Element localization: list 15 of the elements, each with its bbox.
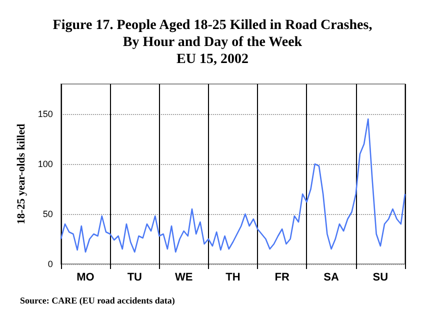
chart-title: Figure 17. People Aged 18-25 Killed in Road Crashes, By Hour and Day of the Week EU 15, 2002	[52, 18, 372, 67]
y-tick-label: 0	[48, 259, 53, 269]
line-series	[60, 118, 406, 253]
x-tick-label: SU	[372, 272, 388, 284]
y-tick-label: 50	[42, 209, 53, 219]
y-tick-label: 100	[38, 159, 53, 169]
x-tick-label: WE	[174, 272, 193, 284]
x-tick-label: SA	[324, 272, 339, 284]
x-tick-label: FR	[274, 272, 290, 284]
x-tick-label: MO	[76, 272, 95, 284]
y-tick-label: 150	[38, 109, 53, 119]
x-tick-label: TH	[226, 272, 240, 284]
source-note: Source: CARE (EU road accidents data)	[20, 296, 175, 306]
y-axis-title: 18-25 year-olds killed	[16, 124, 28, 224]
x-tick-label: TU	[127, 272, 142, 284]
